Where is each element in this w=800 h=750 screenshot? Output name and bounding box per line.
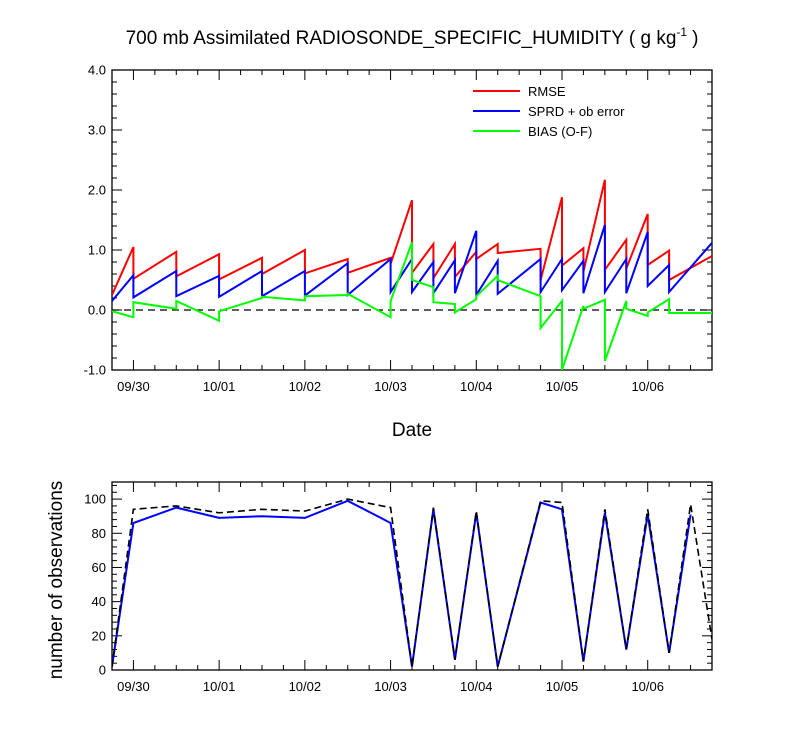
y-tick-label: 80	[92, 526, 106, 541]
x-tick-label: 10/04	[460, 679, 493, 694]
x-tick-label: 10/01	[203, 679, 236, 694]
x-tick-label: 10/02	[289, 679, 322, 694]
y-tick-label: 3.0	[88, 123, 106, 138]
series-group	[112, 498, 712, 667]
series-group	[112, 179, 712, 370]
legend-label: RMSE	[528, 84, 566, 99]
x-tick-label: 09/30	[117, 679, 150, 694]
y-tick-label: 40	[92, 594, 106, 609]
y-tick-label: 100	[84, 492, 106, 507]
x-tick-label: 10/06	[631, 679, 664, 694]
x-tick-label: 10/02	[289, 379, 322, 394]
y-axis-label-observations: number of observations	[46, 481, 67, 680]
y-tick-label: 2.0	[88, 183, 106, 198]
x-tick-label: 10/03	[374, 679, 407, 694]
y-tick-label: 60	[92, 560, 106, 575]
x-tick-label: 10/05	[546, 679, 579, 694]
y-tick-label: 0	[99, 663, 106, 678]
x-tick-label: 09/30	[117, 379, 150, 394]
legend: RMSE SPRD + ob error BIAS (O-F)	[473, 84, 625, 139]
x-tick-label: 10/06	[631, 379, 664, 394]
x-tick-label: 10/03	[374, 379, 407, 394]
legend-label: BIAS (O-F)	[528, 124, 592, 139]
chart-title: 700 mb Assimilated RADIOSONDE_SPECIFIC_H…	[126, 25, 699, 49]
plot-frame	[111, 481, 713, 671]
x-tick-label: 10/04	[460, 379, 493, 394]
series-line-sprd-ob-error	[112, 224, 712, 302]
x-axis-label: Date	[392, 420, 432, 441]
x-tick-label: 10/05	[546, 379, 579, 394]
y-tick-label: 20	[92, 628, 106, 643]
y-tick-label: -1.0	[84, 363, 106, 378]
bottom-panel: 0 20 40 60 80 100 09/30 10/01 10/02 10/03 10/04 10/…	[84, 481, 713, 694]
x-tick-label: 10/01	[203, 379, 236, 394]
top-panel: -1.0 0.0 1.0 2.0 3.0 4.0 09/30 10/01 10/02 10/03 1…	[84, 63, 713, 394]
y-tick-label: 1.0	[88, 243, 106, 258]
series-line-observations-possible	[112, 498, 712, 667]
series-line-bias-o-f	[112, 241, 712, 370]
legend-label: SPRD + ob error	[528, 104, 625, 119]
y-tick-label: 0.0	[88, 303, 106, 318]
y-tick-label: 4.0	[88, 63, 106, 78]
